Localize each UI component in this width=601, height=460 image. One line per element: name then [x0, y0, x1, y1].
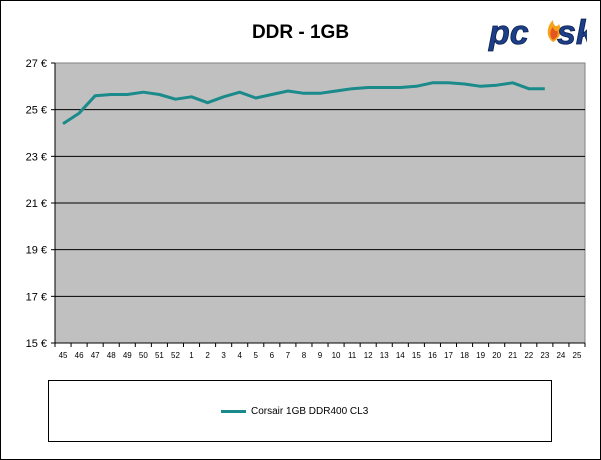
y-tick-label: 17 €	[26, 291, 47, 303]
x-tick-label: 13	[380, 351, 389, 360]
chart-title: DDR - 1GB	[251, 22, 350, 43]
x-tick-label: 16	[428, 351, 437, 360]
y-tick-label: 15 €	[26, 338, 47, 350]
y-tick-label: 25 €	[26, 105, 47, 117]
x-tick-label: 25	[573, 351, 582, 360]
x-tick-label: 10	[332, 351, 341, 360]
x-tick-label: 12	[364, 351, 373, 360]
series-line	[62, 81, 545, 125]
svg-text:sk: sk	[557, 14, 587, 52]
legend-swatch	[221, 409, 246, 413]
x-tick-label: 18	[460, 351, 469, 360]
x-tick-label: 52	[171, 351, 180, 360]
x-tick-label: 7	[286, 351, 291, 360]
x-tick-label: 17	[444, 351, 453, 360]
y-tick-label: 21 €	[26, 198, 47, 210]
x-tick-label: 46	[75, 351, 84, 360]
x-tick-label: 21	[508, 351, 517, 360]
y-axis: 27 € 25 € 23 € 21 € 19 € 17 € 15 €	[26, 58, 55, 350]
x-tick-label: 15	[412, 351, 421, 360]
x-tick-label: 51	[155, 351, 164, 360]
x-tick-label: 4	[237, 351, 242, 360]
x-tick-label: 14	[396, 351, 405, 360]
x-tick-label: 24	[556, 351, 565, 360]
x-tick-label: 50	[139, 351, 148, 360]
x-tick-label: 20	[492, 351, 501, 360]
x-tick-label: 1	[189, 351, 194, 360]
svg-text:pc: pc	[488, 14, 529, 52]
x-tick-label: 8	[302, 351, 307, 360]
legend-label: Corsair 1GB DDR400 CL3	[251, 405, 369, 417]
x-axis: 45 46 47 48 49 50 51 52 1 2 3 4 5 6 7 8 9 10 11 12 13 14 15 16 1…	[54, 63, 586, 360]
x-tick-label: 22	[524, 351, 533, 360]
x-tick-label: 9	[318, 351, 323, 360]
x-tick-label: 49	[123, 351, 132, 360]
x-tick-label: 5	[254, 351, 259, 360]
x-tick-label: 11	[348, 351, 357, 360]
x-tick-label: 19	[476, 351, 485, 360]
x-tick-label: 6	[270, 351, 275, 360]
x-tick-label: 48	[107, 351, 116, 360]
x-tick-label: 45	[59, 351, 68, 360]
x-tick-label: 2	[205, 351, 210, 360]
gridlines	[55, 109, 585, 297]
series-layer	[62, 81, 545, 125]
x-tick-label: 3	[221, 351, 226, 360]
y-tick-label: 19 €	[26, 245, 47, 257]
x-tick-label: 47	[91, 351, 100, 360]
pclab-logo: pc sk	[488, 14, 587, 53]
legend-entry: Corsair 1GB DDR400 CL3	[221, 403, 368, 419]
y-tick-label: 27 €	[26, 58, 47, 70]
y-tick-label: 23 €	[26, 151, 47, 163]
line-chart: 27 €25 €23 €21 €19 €17 €15 € 45 46 47 48 49 5…	[26, 58, 586, 360]
x-tick-label: 23	[540, 351, 549, 360]
legend: Corsair 1GB DDR400 CL3	[48, 380, 552, 442]
